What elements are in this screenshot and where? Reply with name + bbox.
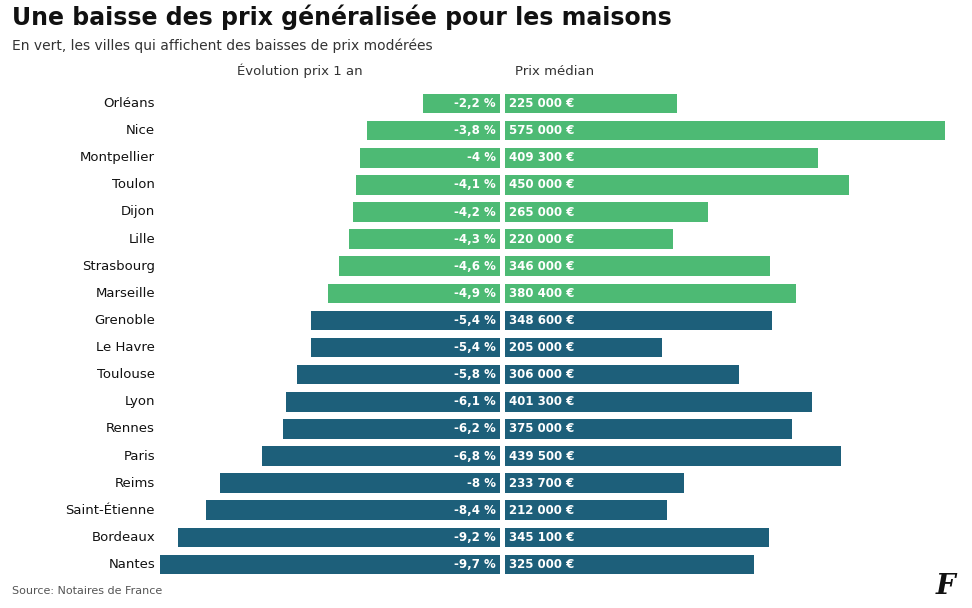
Text: Lille: Lille xyxy=(128,233,155,246)
Text: Orléans: Orléans xyxy=(103,97,155,110)
Text: -8 %: -8 % xyxy=(467,477,496,489)
Text: 325 000 €: 325 000 € xyxy=(509,558,574,571)
Text: 205 000 €: 205 000 € xyxy=(509,341,574,354)
Text: Rennes: Rennes xyxy=(106,423,155,435)
Text: Paris: Paris xyxy=(123,449,155,463)
FancyBboxPatch shape xyxy=(311,338,500,358)
Text: Grenoble: Grenoble xyxy=(94,314,155,327)
FancyBboxPatch shape xyxy=(505,148,818,168)
Text: 345 100 €: 345 100 € xyxy=(509,531,574,544)
Text: 348 600 €: 348 600 € xyxy=(509,314,574,327)
Text: -6,8 %: -6,8 % xyxy=(454,449,496,463)
FancyBboxPatch shape xyxy=(505,202,708,222)
Text: -4,9 %: -4,9 % xyxy=(454,287,496,300)
Text: -4,2 %: -4,2 % xyxy=(454,206,496,218)
Text: 375 000 €: 375 000 € xyxy=(509,423,574,435)
FancyBboxPatch shape xyxy=(505,474,684,493)
Text: 265 000 €: 265 000 € xyxy=(509,206,574,218)
Text: 233 700 €: 233 700 € xyxy=(509,477,574,489)
Text: -4 %: -4 % xyxy=(467,151,496,164)
FancyBboxPatch shape xyxy=(366,121,500,140)
Text: Strasbourg: Strasbourg xyxy=(82,260,155,273)
Text: Lyon: Lyon xyxy=(124,395,155,409)
FancyBboxPatch shape xyxy=(329,283,500,303)
Text: Toulouse: Toulouse xyxy=(97,368,155,381)
Text: -4,3 %: -4,3 % xyxy=(454,233,496,246)
FancyBboxPatch shape xyxy=(505,311,772,330)
FancyBboxPatch shape xyxy=(505,94,677,113)
Text: 409 300 €: 409 300 € xyxy=(509,151,574,164)
Text: Bordeaux: Bordeaux xyxy=(91,531,155,544)
Text: 220 000 €: 220 000 € xyxy=(509,233,574,246)
FancyBboxPatch shape xyxy=(353,202,500,222)
FancyBboxPatch shape xyxy=(505,229,674,249)
FancyBboxPatch shape xyxy=(261,446,500,466)
FancyBboxPatch shape xyxy=(178,528,500,547)
Text: Nice: Nice xyxy=(126,124,155,137)
FancyBboxPatch shape xyxy=(505,392,812,412)
Text: -2,2 %: -2,2 % xyxy=(454,97,496,110)
Text: Le Havre: Le Havre xyxy=(96,341,155,354)
Text: 450 000 €: 450 000 € xyxy=(509,178,574,192)
FancyBboxPatch shape xyxy=(505,554,753,574)
Text: Source: Notaires de France: Source: Notaires de France xyxy=(12,586,162,596)
FancyBboxPatch shape xyxy=(160,554,500,574)
Text: Dijon: Dijon xyxy=(121,206,155,218)
Text: 439 500 €: 439 500 € xyxy=(509,449,574,463)
FancyBboxPatch shape xyxy=(505,338,662,358)
Text: -5,8 %: -5,8 % xyxy=(454,368,496,381)
Text: -4,1 %: -4,1 % xyxy=(454,178,496,192)
Text: 380 400 €: 380 400 € xyxy=(509,287,574,300)
FancyBboxPatch shape xyxy=(286,392,500,412)
FancyBboxPatch shape xyxy=(505,528,769,547)
FancyBboxPatch shape xyxy=(505,121,945,140)
Text: -4,6 %: -4,6 % xyxy=(454,260,496,273)
Text: Saint-Étienne: Saint-Étienne xyxy=(65,503,155,517)
FancyBboxPatch shape xyxy=(357,175,500,195)
FancyBboxPatch shape xyxy=(349,229,500,249)
Text: 225 000 €: 225 000 € xyxy=(509,97,574,110)
FancyBboxPatch shape xyxy=(505,365,739,384)
Text: Une baisse des prix généralisée pour les maisons: Une baisse des prix généralisée pour les… xyxy=(12,4,672,30)
Text: 401 300 €: 401 300 € xyxy=(509,395,574,409)
Text: 346 000 €: 346 000 € xyxy=(509,260,574,273)
FancyBboxPatch shape xyxy=(505,500,667,520)
Text: Prix médian: Prix médian xyxy=(515,65,594,78)
Text: -9,7 %: -9,7 % xyxy=(454,558,496,571)
Text: Nantes: Nantes xyxy=(108,558,155,571)
FancyBboxPatch shape xyxy=(505,283,796,303)
Text: -8,4 %: -8,4 % xyxy=(454,503,496,517)
FancyBboxPatch shape xyxy=(205,500,500,520)
Text: 306 000 €: 306 000 € xyxy=(509,368,574,381)
FancyBboxPatch shape xyxy=(505,257,770,276)
Text: -5,4 %: -5,4 % xyxy=(454,314,496,327)
Text: F: F xyxy=(935,573,955,600)
Text: -9,2 %: -9,2 % xyxy=(454,531,496,544)
Text: En vert, les villes qui affichent des baisses de prix modérées: En vert, les villes qui affichent des ba… xyxy=(12,38,433,53)
Text: Montpellier: Montpellier xyxy=(80,151,155,164)
FancyBboxPatch shape xyxy=(220,474,500,493)
Text: Toulon: Toulon xyxy=(112,178,155,192)
Text: -6,1 %: -6,1 % xyxy=(454,395,496,409)
FancyBboxPatch shape xyxy=(296,365,500,384)
FancyBboxPatch shape xyxy=(505,175,850,195)
Text: -6,2 %: -6,2 % xyxy=(454,423,496,435)
FancyBboxPatch shape xyxy=(283,419,500,438)
Text: 575 000 €: 575 000 € xyxy=(509,124,574,137)
FancyBboxPatch shape xyxy=(423,94,500,113)
Text: Évolution prix 1 an: Évolution prix 1 an xyxy=(237,63,363,78)
Text: -5,4 %: -5,4 % xyxy=(454,341,496,354)
FancyBboxPatch shape xyxy=(339,257,500,276)
FancyBboxPatch shape xyxy=(505,419,792,438)
Text: Marseille: Marseille xyxy=(95,287,155,300)
FancyBboxPatch shape xyxy=(311,311,500,330)
Text: 212 000 €: 212 000 € xyxy=(509,503,574,517)
Text: Reims: Reims xyxy=(115,477,155,489)
FancyBboxPatch shape xyxy=(505,446,842,466)
Text: -3,8 %: -3,8 % xyxy=(454,124,496,137)
FancyBboxPatch shape xyxy=(360,148,500,168)
